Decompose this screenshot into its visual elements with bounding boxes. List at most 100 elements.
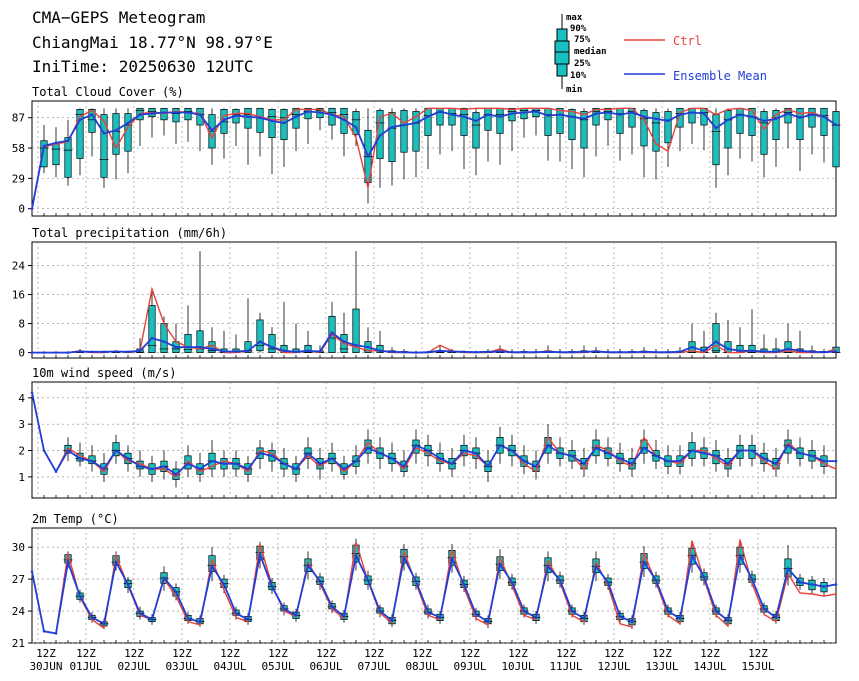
mean-point <box>690 449 694 452</box>
mean-point <box>222 462 226 466</box>
x-label-date-5: 05JUL <box>261 660 294 673</box>
box-body <box>400 110 408 153</box>
box-body <box>196 107 204 126</box>
mean-point <box>534 110 538 113</box>
box-body <box>592 107 600 126</box>
mean-point <box>102 132 106 135</box>
mean-point <box>474 612 478 616</box>
mean-point <box>174 472 178 476</box>
mean-point <box>522 459 526 463</box>
mean-point <box>414 121 418 125</box>
mean-point <box>138 113 142 116</box>
mean-point <box>138 465 142 468</box>
x-label-time-12: 12Z <box>604 647 624 660</box>
mean-point <box>306 110 310 113</box>
box-body <box>808 107 816 128</box>
y-tick-label-1-3: 24 <box>12 260 26 273</box>
mean-point <box>498 562 502 566</box>
mean-point <box>234 350 238 353</box>
x-label-date-3: 03JUL <box>165 660 198 673</box>
y-tick-label-1-1: 8 <box>18 318 25 331</box>
x-label-time-4: 12Z <box>220 647 240 660</box>
mean-point <box>450 462 454 466</box>
mean-point <box>78 118 82 122</box>
mean-point <box>774 350 778 354</box>
mean-point <box>582 117 586 121</box>
mean-point <box>474 119 478 123</box>
mean-point <box>606 350 610 354</box>
x-label-date-0: 30JUN <box>29 660 62 673</box>
x-label-time-10: 12Z <box>508 647 528 660</box>
box-body <box>484 107 492 131</box>
x-label-time-7: 12Z <box>364 647 384 660</box>
x-label-date-14: 14JUL <box>693 660 726 673</box>
mean-point <box>54 351 58 354</box>
mean-point <box>366 345 370 349</box>
box-body <box>820 107 828 136</box>
x-label-date-15: 15JUL <box>741 660 774 673</box>
mean-line <box>31 551 837 635</box>
x-label-date-6: 06JUL <box>309 660 342 673</box>
box-body <box>268 334 276 353</box>
mean-point <box>510 449 514 452</box>
box-body <box>352 111 360 135</box>
mean-point <box>210 459 214 463</box>
mean-point <box>54 632 58 635</box>
mean-point <box>66 139 70 143</box>
y-tick-label-3-3: 30 <box>12 541 25 554</box>
x-label-time-2: 12Z <box>124 647 144 660</box>
box-body <box>544 107 552 136</box>
mean-point <box>450 113 454 116</box>
mean-point <box>210 565 214 568</box>
box-body <box>112 442 120 457</box>
mean-point <box>546 443 550 447</box>
mean-point <box>366 578 370 582</box>
mean-point <box>318 462 322 466</box>
mean-point <box>606 111 610 114</box>
mean-point <box>30 391 34 394</box>
x-label-time-11: 12Z <box>556 647 576 660</box>
mean-point <box>282 121 286 125</box>
x-label-date-12: 12JUL <box>597 660 630 673</box>
box-body <box>496 107 504 134</box>
mean-point <box>354 554 358 557</box>
mean-point <box>510 350 514 354</box>
mean-point <box>822 350 826 354</box>
mean-point <box>126 457 130 460</box>
x-label-time-6: 12Z <box>316 647 336 660</box>
box-body <box>148 305 156 353</box>
mean-point <box>210 347 214 351</box>
mean-point <box>726 619 730 622</box>
box-body <box>772 110 780 141</box>
mean-point <box>270 345 274 349</box>
x-label-date-13: 13JUL <box>645 660 678 673</box>
x-label-time-14: 12Z <box>700 647 720 660</box>
mean-point <box>414 579 418 583</box>
x-label-date-9: 09JUL <box>453 660 486 673</box>
mean-point <box>618 113 622 116</box>
mean-point <box>258 116 262 120</box>
mean-point <box>486 350 490 354</box>
mean-point <box>762 607 766 611</box>
mean-point <box>318 111 322 114</box>
mean-point <box>534 350 538 354</box>
mean-point <box>222 583 226 586</box>
mean-point <box>174 111 178 114</box>
mean-point <box>630 111 634 114</box>
mean-point <box>342 118 346 122</box>
box-body <box>580 111 588 149</box>
mean-point <box>390 125 394 129</box>
mean-point <box>390 350 394 354</box>
x-label-date-2: 02JUL <box>117 660 150 673</box>
mean-point <box>522 111 526 114</box>
mean-point <box>462 115 466 118</box>
mean-point <box>426 449 430 452</box>
mean-point <box>666 459 670 463</box>
box-body <box>52 143 60 166</box>
mean-point <box>438 110 442 113</box>
mean-point <box>522 609 526 613</box>
mean-point <box>138 611 142 615</box>
box-body <box>196 330 204 353</box>
x-label-time-3: 12Z <box>172 647 192 660</box>
mean-point <box>798 349 802 353</box>
